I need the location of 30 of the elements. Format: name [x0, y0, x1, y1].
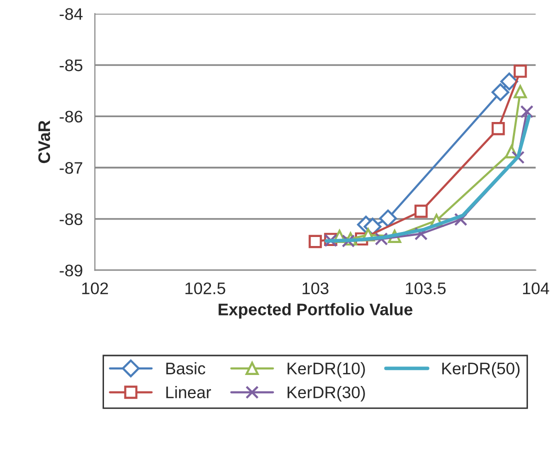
- y-axis-title: CVaR: [38, 120, 50, 164]
- y-tick-label: -85: [60, 59, 82, 72]
- legend-label: Linear: [166, 386, 212, 398]
- point: [514, 85, 527, 98]
- x-tick-label: 102: [82, 282, 108, 294]
- point: [342, 234, 355, 248]
- point: [492, 83, 510, 102]
- legend-label: KerDR(30): [288, 386, 365, 402]
- point: [492, 122, 505, 136]
- legend-label: Basic: [166, 362, 206, 374]
- y-tick-label: -89: [60, 264, 82, 276]
- point: [308, 234, 322, 248]
- point: [520, 105, 534, 118]
- point: [414, 204, 428, 218]
- point: [379, 210, 397, 228]
- point: [514, 64, 527, 78]
- y-tick-label: -86: [60, 110, 82, 123]
- y-tick-label: -84: [60, 8, 83, 20]
- point: [374, 232, 388, 246]
- y-tick-label: -87: [60, 162, 82, 174]
- point: [500, 72, 518, 90]
- x-axis-title: Expected Portfolio Value: [218, 303, 412, 319]
- x-tick-label: 102.5: [185, 282, 226, 294]
- x-tick-label: 104: [523, 282, 550, 294]
- point: [454, 212, 468, 226]
- legend-label: KerDR(10): [288, 362, 365, 378]
- x-tick-label: 103.5: [406, 282, 446, 294]
- x-tick-label: 103: [302, 282, 328, 294]
- y-tick-label: -88: [60, 213, 82, 226]
- legend-label: KerDR(50): [442, 362, 520, 378]
